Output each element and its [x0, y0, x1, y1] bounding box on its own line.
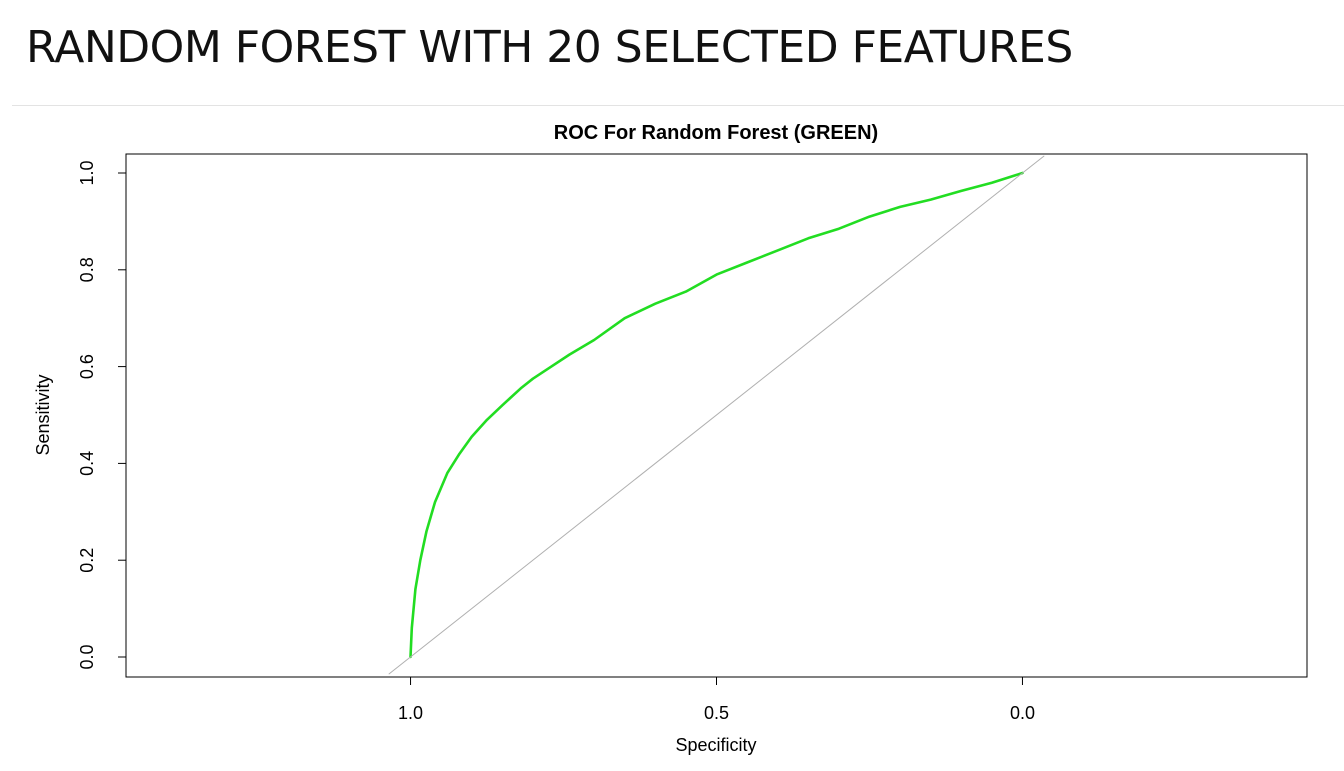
page-heading: RANDOM FOREST WITH 20 SELECTED FEATURES: [26, 22, 1073, 73]
y-tick-label: 1.0: [77, 160, 97, 185]
series-group: [388, 155, 1045, 675]
y-tick-label: 0.4: [77, 451, 97, 476]
x-tick-label: 0.5: [704, 703, 729, 723]
y-axis-label: Sensitivity: [33, 374, 53, 455]
heading-divider: [12, 105, 1344, 106]
roc-curve-line: [409, 171, 1024, 659]
x-axis-label: Specificity: [675, 735, 756, 755]
y-tick-label: 0.2: [77, 548, 97, 573]
chart-title: ROC For Random Forest (GREEN): [554, 122, 878, 144]
roc-chart: ROC For Random Forest (GREEN) 1.0 0.5 0.0 0…: [33, 122, 1308, 755]
x-tick-label: 0.0: [1010, 703, 1035, 723]
y-tick-label: 0.0: [77, 644, 97, 669]
y-tick-label: 0.8: [77, 257, 97, 282]
y-tick-label: 0.6: [77, 354, 97, 379]
plot-area: 1.0 0.5 0.0 0.0 0.2 0.4 0.6 0.8 1.0: [77, 153, 1308, 723]
reference-diagonal-line: [388, 155, 1045, 675]
x-tick-label: 1.0: [398, 703, 423, 723]
